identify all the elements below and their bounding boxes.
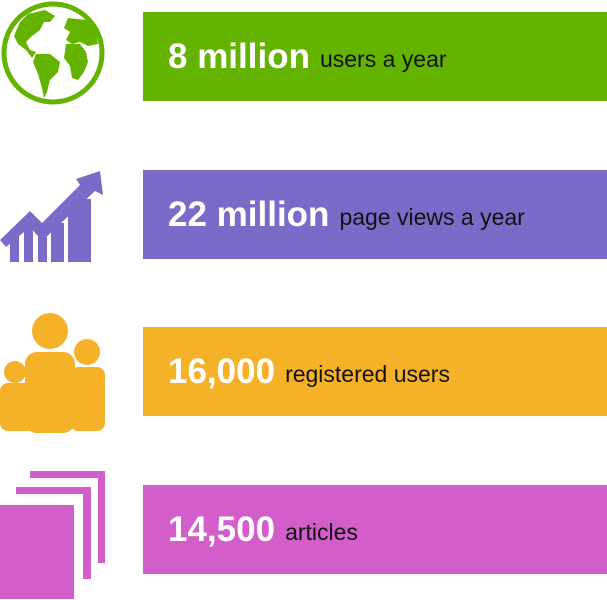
- stat-value: 14,500: [168, 509, 276, 549]
- stat-bar-registered-users: 16,000 registered users: [143, 327, 607, 416]
- stat-value: 16,000: [168, 351, 276, 391]
- users-group-icon: [0, 313, 105, 433]
- stat-bar-articles: 14,500 articles: [143, 485, 607, 574]
- stat-value: 8 million: [168, 36, 310, 76]
- stat-bar-users-year: 8 million users a year: [143, 12, 607, 101]
- stacked-pages-icon: [0, 471, 105, 599]
- stat-label: registered users: [285, 361, 450, 387]
- globe-icon: [1, 1, 105, 105]
- stat-label: page views a year: [339, 204, 525, 230]
- stat-label: users a year: [319, 46, 447, 72]
- stat-bar-page-views: 22 million page views a year: [143, 170, 607, 259]
- stat-value: 22 million: [168, 194, 330, 234]
- growth-chart-icon: [0, 171, 103, 262]
- stat-label: articles: [285, 519, 358, 545]
